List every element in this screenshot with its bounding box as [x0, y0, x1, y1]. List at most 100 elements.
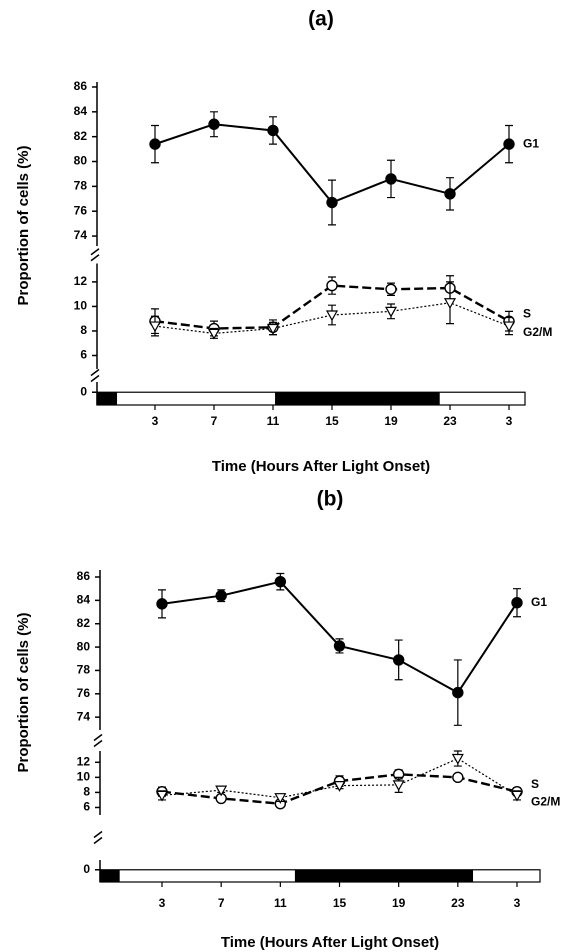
y-tick-label: 76: [77, 686, 91, 700]
y-axis-label: Proportion of cells (%): [15, 612, 32, 772]
y-tick-label: 86: [74, 79, 88, 93]
marker: [208, 118, 220, 130]
marker: [215, 589, 227, 602]
light-dark-bar: [119, 869, 295, 882]
marker: [326, 196, 338, 209]
y-tick-label: 74: [74, 228, 88, 242]
x-tick-label: 7: [211, 414, 218, 428]
marker: [452, 686, 464, 699]
x-tick-label: 23: [443, 414, 457, 428]
light-dark-frame: [96, 391, 526, 406]
series-label: S: [523, 306, 531, 320]
x-axis-label: Time (Hours After Light Onset): [221, 934, 439, 951]
x-tick-label: 3: [506, 414, 513, 428]
marker: [326, 279, 338, 292]
marker: [266, 323, 280, 335]
marker: [385, 283, 397, 295]
marker: [267, 124, 279, 137]
y-tick-label: 10: [77, 770, 91, 784]
x-tick-label: 15: [325, 414, 339, 428]
axis-break: [93, 733, 103, 742]
marker: [384, 306, 398, 318]
series-label: S: [531, 777, 539, 791]
x-tick-label: 11: [267, 414, 280, 428]
y-tick-label: 84: [77, 593, 91, 607]
series-label: G2/M: [531, 795, 560, 809]
marker: [156, 598, 168, 610]
series-label: G1: [531, 595, 547, 609]
axis-break: [90, 374, 100, 383]
y-tick-label: 80: [77, 639, 91, 653]
light-dark-bar: [275, 392, 440, 405]
y-tick-label: 0: [83, 862, 90, 876]
light-dark-bar: [117, 392, 276, 405]
axis-break: [93, 836, 103, 845]
axis-break: [90, 254, 100, 262]
marker: [510, 790, 524, 802]
x-tick-label: 15: [333, 896, 347, 910]
y-tick-label: 12: [74, 274, 88, 288]
x-tick-label: 3: [152, 414, 159, 428]
x-tick-label: 3: [159, 896, 166, 910]
y-tick-label: 8: [83, 785, 90, 799]
light-dark-bar: [97, 392, 118, 405]
y-tick-label: 6: [80, 348, 87, 362]
marker: [452, 771, 464, 784]
marker: [148, 321, 162, 333]
marker: [451, 753, 464, 765]
marker: [149, 138, 161, 150]
x-tick-label: 23: [451, 896, 465, 910]
marker: [274, 793, 287, 804]
marker: [155, 790, 169, 802]
marker: [444, 188, 456, 200]
marker: [333, 640, 346, 652]
y-tick-label: 10: [74, 299, 88, 313]
x-tick-label: 19: [384, 414, 398, 428]
series-label: G1: [523, 136, 539, 150]
marker: [392, 654, 405, 666]
chart-title: (a): [308, 8, 334, 31]
y-tick-label: 12: [77, 754, 91, 768]
axis-break: [93, 739, 103, 748]
marker: [392, 780, 405, 792]
marker: [274, 575, 287, 588]
marker: [511, 597, 523, 609]
light-dark-bar: [439, 392, 525, 405]
axis-break: [90, 248, 100, 256]
y-tick-label: 8: [80, 323, 87, 337]
y-tick-label: 86: [77, 569, 91, 583]
marker: [333, 781, 346, 792]
marker: [385, 173, 397, 185]
marker: [443, 298, 457, 309]
y-tick-label: 82: [77, 616, 91, 630]
marker: [207, 328, 221, 340]
light-dark-bar: [294, 869, 474, 882]
y-tick-label: 74: [77, 709, 91, 723]
y-tick-label: 84: [74, 104, 88, 118]
y-tick-label: 0: [80, 384, 87, 398]
light-dark-bar: [473, 869, 540, 882]
light-dark-bar: [100, 869, 120, 882]
y-tick-label: 80: [74, 154, 88, 168]
x-tick-label: 7: [218, 896, 225, 910]
series-line: [161, 580, 518, 694]
light-dark-frame: [99, 869, 541, 883]
axis-break: [93, 830, 103, 839]
x-tick-label: 3: [514, 896, 521, 910]
series-label: G2/M: [523, 325, 552, 339]
y-tick-label: 6: [83, 800, 90, 814]
y-axis-label: Proportion of cells (%): [15, 145, 32, 305]
y-tick-label: 78: [74, 179, 88, 193]
marker: [502, 321, 516, 333]
x-tick-label: 19: [392, 896, 406, 910]
marker: [325, 310, 339, 322]
x-tick-label: 11: [274, 896, 287, 910]
marker: [503, 138, 515, 150]
y-tick-label: 78: [77, 663, 91, 677]
marker: [215, 785, 228, 797]
chart-title: (b): [317, 488, 344, 511]
y-tick-label: 76: [74, 203, 88, 217]
y-tick-label: 82: [74, 129, 88, 143]
x-axis-label: Time (Hours After Light Onset): [212, 458, 430, 475]
